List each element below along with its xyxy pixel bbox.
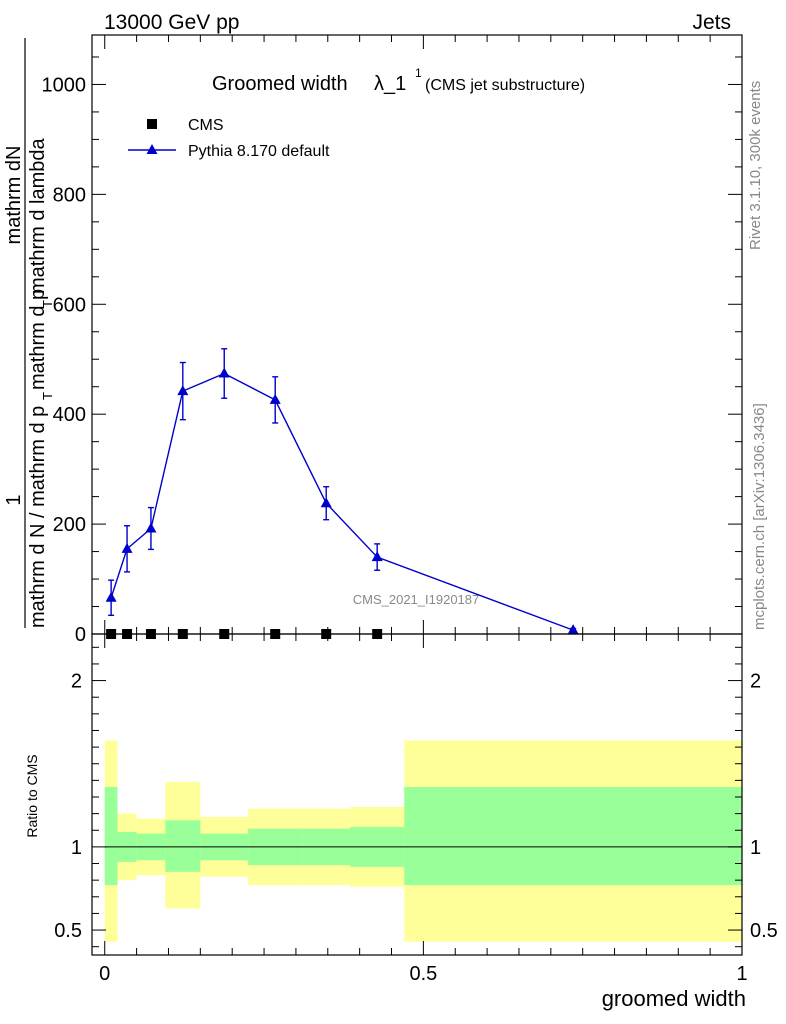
main-axes: 0 200 400 600 800 1000 <box>42 35 743 646</box>
chart-title: Groomed width λ_1 1 (CMS jet substructur… <box>212 66 585 95</box>
main-ylabel: 1 mathrm dN mathrm d N / mathrm d p T ma… <box>3 38 55 628</box>
ratio-panel-frame <box>91 633 743 956</box>
ratio-band-inner <box>165 820 201 872</box>
ylabel-denominator-sub-1: T <box>40 392 55 400</box>
header-left-label: 13000 GeV pp <box>104 11 239 34</box>
ratio-y-tick-label: 0.5 <box>54 920 82 942</box>
pythia-point <box>121 542 133 553</box>
ylabel-numerator-1: 1 <box>3 494 25 505</box>
ylabel-numerator-2: mathrm dN <box>3 146 25 245</box>
xlabel: groomed width <box>602 986 746 1011</box>
mcplots-label: mcplots.cern.ch [arXiv:1306.3436] <box>751 403 768 630</box>
pythia-series-line <box>110 372 574 631</box>
title-note: (CMS jet substructure) <box>425 77 585 94</box>
ylabel-denominator-3: mathrm d lambda <box>27 138 49 294</box>
rivet-label: Rivet 3.1.10, 300k events <box>747 81 764 250</box>
ylabel-denominator-sub-2: T <box>40 300 55 308</box>
main-data-layer <box>105 348 579 639</box>
main-y-tick-label: 400 <box>53 404 86 426</box>
ratio-y-tick-label: 2 <box>71 671 82 693</box>
main-y-tick-label: 0 <box>75 624 86 646</box>
pythia-point <box>320 497 332 508</box>
pythia-point <box>567 624 579 635</box>
main-y-tick-label: 1000 <box>42 74 87 96</box>
title-main: Groomed width <box>212 73 348 95</box>
main-y-tick-label: 600 <box>53 294 86 316</box>
title-superscript: 1 <box>415 66 422 80</box>
legend: CMS Pythia 8.170 default <box>128 117 330 160</box>
ratio-y-tick-label-right: 2 <box>750 671 761 693</box>
title-symbol: λ_1 <box>374 73 406 95</box>
ratio-y-tick-label: 1 <box>71 837 82 859</box>
legend-cms-marker <box>147 119 157 129</box>
header-right-label: Jets <box>692 11 731 34</box>
pythia-point <box>269 393 281 404</box>
main-y-tick-label: 800 <box>53 184 86 206</box>
ratio-x-tick-label: 0 <box>99 963 110 985</box>
ylabel-denominator-2: mathrm d p <box>27 289 49 390</box>
ratio-x-tick-label: 0.5 <box>409 963 437 985</box>
ratio-axes: 0.5 0.51 12 20 0.5 1 <box>54 634 778 985</box>
legend-pythia-marker <box>146 144 158 154</box>
ylabel-denominator-1: mathrm d N / mathrm d p <box>27 406 49 628</box>
main-y-tick-label: 200 <box>53 514 86 536</box>
ratio-band-inner <box>404 787 742 886</box>
ratio-y-tick-label-right: 1 <box>750 837 761 859</box>
pythia-point <box>371 551 383 562</box>
pythia-point <box>177 385 189 396</box>
ratio-plot-area <box>104 740 742 942</box>
pythia-point <box>105 591 117 602</box>
ratio-x-tick-label: 1 <box>736 963 747 985</box>
ratio-y-tick-label-right: 0.5 <box>750 920 778 942</box>
legend-pythia-label: Pythia 8.170 default <box>188 143 330 160</box>
pythia-point <box>218 367 230 378</box>
pythia-point <box>145 522 157 533</box>
legend-cms-label: CMS <box>188 117 224 134</box>
watermark-label: CMS_2021_I1920187 <box>353 592 480 607</box>
ratio-band-inner <box>104 787 118 886</box>
ratio-ylabel: Ratio to CMS <box>24 754 40 837</box>
